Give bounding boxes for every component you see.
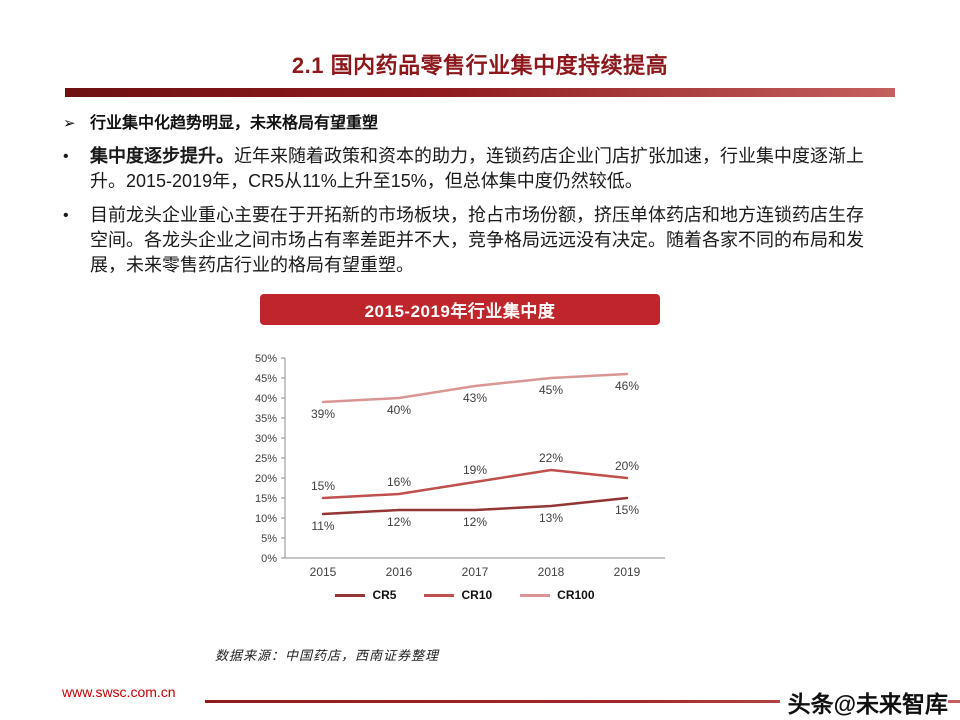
legend-item: CR5 [335, 588, 396, 602]
legend-label: CR10 [461, 588, 493, 602]
legend-line-swatch [520, 593, 551, 597]
svg-text:43%: 43% [463, 391, 487, 405]
svg-text:15%: 15% [615, 503, 639, 517]
legend-label: CR5 [372, 588, 397, 602]
data-source-note: 数据来源：中国药店，西南证券整理 [215, 648, 440, 663]
arrow-bullet-icon: ➢ [63, 115, 76, 132]
svg-text:11%: 11% [311, 519, 334, 533]
bullet-1-lead: 集中度逐步提升。 [90, 146, 234, 166]
watermark-text: 头条@未来智库 [779, 691, 948, 718]
page-title: 2.1 国内药品零售行业集中度持续提高 [291, 53, 669, 78]
svg-text:22%: 22% [539, 451, 563, 465]
arrow-heading-text: 行业集中化趋势明显，未来格局有望重塑 [90, 115, 379, 132]
svg-text:10%: 10% [255, 513, 277, 525]
svg-text:25%: 25% [255, 453, 277, 465]
svg-text:2015: 2015 [310, 565, 337, 579]
legend-item: CR100 [520, 588, 595, 602]
svg-text:16%: 16% [387, 475, 411, 489]
company-website: www.swsc.com.cn [62, 684, 176, 700]
svg-text:20%: 20% [255, 473, 277, 485]
svg-text:39%: 39% [311, 407, 335, 421]
chart-legend: CR5 CR10 CR100 [230, 588, 700, 602]
bullet-content: ➢ 行业集中化趋势明显，未来格局有望重塑 • 集中度逐步提升。近年来随着政策和资… [63, 113, 875, 287]
svg-text:2016: 2016 [386, 565, 413, 579]
dot-bullet-icon: • [63, 148, 69, 165]
legend-line-swatch [335, 593, 366, 597]
svg-text:40%: 40% [255, 393, 277, 405]
svg-text:2018: 2018 [538, 565, 565, 579]
svg-text:12%: 12% [463, 515, 487, 529]
svg-text:2019: 2019 [614, 565, 641, 579]
legend-label: CR100 [557, 588, 595, 602]
svg-text:19%: 19% [463, 463, 487, 477]
chart-title-banner: 2015-2019年行业集中度 [260, 294, 660, 325]
legend-item: CR10 [424, 588, 492, 602]
svg-text:50%: 50% [255, 353, 277, 365]
svg-text:15%: 15% [255, 493, 277, 505]
svg-text:45%: 45% [539, 383, 563, 397]
svg-text:40%: 40% [387, 403, 411, 417]
svg-text:13%: 13% [539, 511, 563, 525]
chart-canvas: 0% 5% 10% 15% 20% 25% 30% 35% 40% 45% 50% 2015 2016 2… [255, 353, 665, 579]
svg-text:0%: 0% [261, 553, 277, 565]
svg-text:20%: 20% [615, 459, 639, 473]
svg-text:45%: 45% [255, 373, 277, 385]
footer-divider-bar [205, 700, 960, 703]
svg-text:12%: 12% [387, 515, 411, 529]
bullet-1-body: 近年来随着政策和资本的助力，连锁药店企业门店扩张加速，行业集中度逐渐上升。201… [90, 146, 864, 191]
dot-bullet-icon: • [63, 207, 69, 224]
bullet-paragraph-2: • 目前龙头企业重心主要在于开拓新的市场板块，抢占市场份额，挤压单体药店和地方连… [63, 203, 875, 278]
bullet-2-text: 目前龙头企业重心主要在于开拓新的市场板块，抢占市场份额，挤压单体药店和地方连锁药… [90, 205, 864, 275]
arrow-heading-row: ➢ 行业集中化趋势明显，未来格局有望重塑 [63, 113, 875, 135]
svg-text:5%: 5% [261, 533, 277, 545]
svg-text:46%: 46% [615, 379, 639, 393]
bullet-paragraph-1: • 集中度逐步提升。近年来随着政策和资本的助力，连锁药店企业门店扩张加速，行业集… [63, 144, 875, 194]
svg-text:35%: 35% [255, 413, 277, 425]
bullet-1-text: 集中度逐步提升。近年来随着政策和资本的助力，连锁药店企业门店扩张加速，行业集中度… [90, 144, 870, 194]
svg-text:2017: 2017 [462, 565, 489, 579]
line-chart: 0% 5% 10% 15% 20% 25% 30% 35% 40% 45% 50% 2015 2016 2… [230, 348, 700, 584]
svg-text:30%: 30% [255, 433, 277, 445]
legend-line-swatch [424, 593, 455, 597]
svg-text:15%: 15% [311, 479, 335, 493]
title-divider-bar [65, 88, 895, 97]
